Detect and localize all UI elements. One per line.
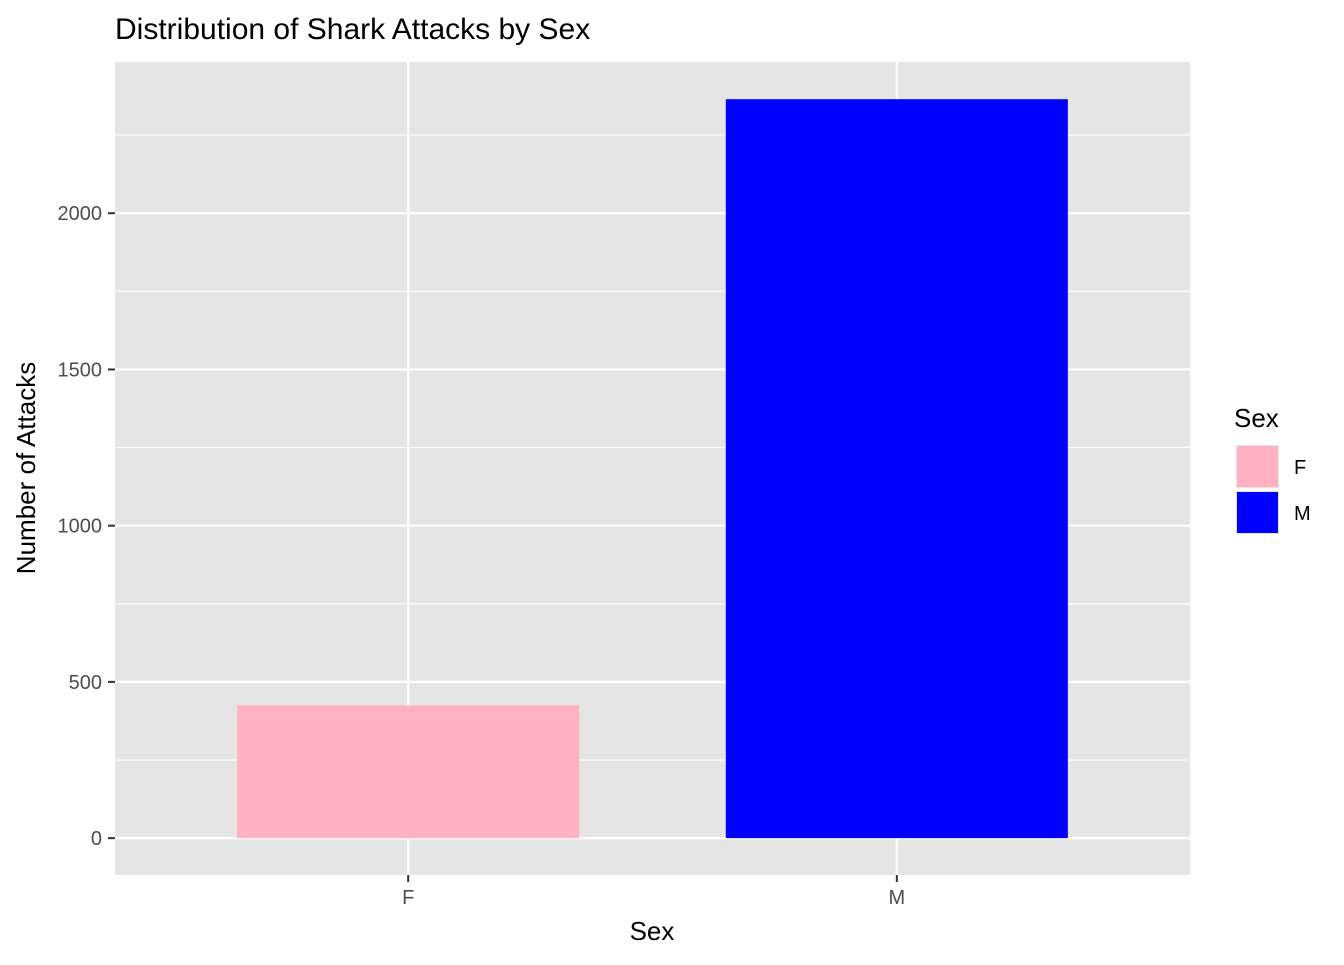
legend: Sex FM [1234,403,1311,534]
x-axis-label: Sex [630,916,675,946]
y-tick-label: 1000 [58,516,103,538]
bar-F [237,705,580,839]
x-tick-label: M [888,887,905,909]
y-tick-label: 1500 [58,359,103,381]
y-axis-label: Number of Attacks [11,362,41,574]
y-tick-label: 500 [69,672,102,694]
legend-label: F [1294,457,1306,479]
bar-M [725,99,1068,839]
legend-label: M [1294,503,1311,525]
legend-swatch-M [1237,492,1278,533]
plot-area: 0 500 1000 1500 2000 F M [58,62,1190,909]
y-tick-label: 0 [91,828,102,850]
x-tick-label: F [402,887,414,909]
legend-title: Sex [1234,403,1279,433]
legend-entries: FM [1236,445,1311,534]
legend-swatch-F [1237,446,1278,487]
y-tick-label: 2000 [58,203,103,225]
chart-title: Distribution of Shark Attacks by Sex [115,13,590,46]
